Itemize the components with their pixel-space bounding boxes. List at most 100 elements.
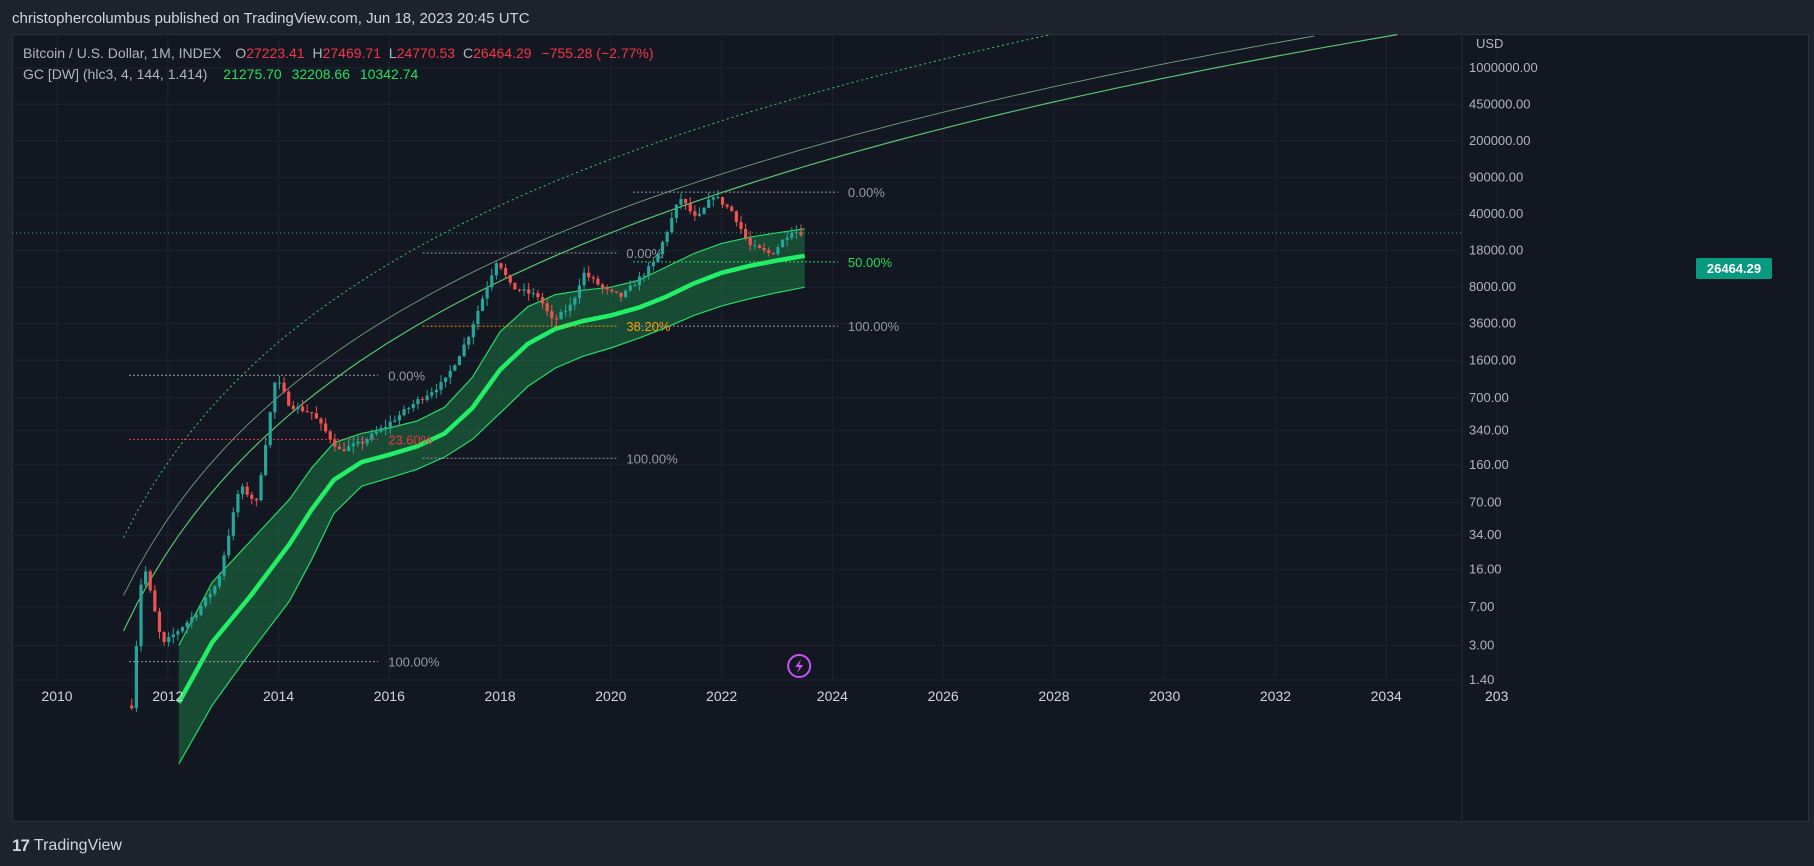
candle-body: [480, 298, 485, 311]
price-tick-label: 200000.00: [1469, 133, 1530, 148]
candle-body: [554, 318, 558, 320]
candle-body: [799, 232, 803, 236]
candle-body: [254, 498, 258, 501]
candle-body: [550, 311, 554, 319]
candle-body: [628, 285, 632, 291]
candle-body: [448, 370, 452, 378]
chart-frame[interactable]: [12, 34, 1809, 822]
candle-body: [388, 421, 392, 427]
candle-body: [240, 486, 245, 495]
candle-body: [790, 233, 794, 238]
candle-body: [319, 418, 323, 424]
candle-body: [291, 405, 295, 410]
fib-level-label: 0.00%: [388, 368, 425, 383]
candle-body: [665, 232, 669, 243]
high-value: 27469.71: [322, 45, 382, 61]
candle-body: [637, 276, 642, 286]
candle-body: [213, 586, 217, 594]
candle-body: [277, 382, 282, 384]
candle-body: [393, 420, 397, 422]
candle-body: [499, 263, 503, 269]
candle-body: [453, 365, 457, 371]
time-tick-label: 2010: [41, 688, 72, 704]
candle-body: [734, 211, 738, 222]
indicator-name: GC [DW] (hlc3, 4, 144, 1.414): [23, 66, 208, 82]
tradingview-logo-icon: 17: [12, 836, 30, 855]
tradingview-footer[interactable]: 17 TradingView: [12, 836, 122, 856]
candle-body: [776, 247, 780, 255]
candle-body: [333, 439, 337, 447]
fib-level-label: 0.00%: [626, 246, 663, 261]
candle-body: [697, 213, 702, 216]
candle-body: [162, 632, 166, 643]
time-tick-label: 2032: [1260, 688, 1291, 704]
price-tick-label: 70.00: [1469, 494, 1502, 509]
candle-body: [185, 622, 189, 628]
candle-body: [591, 277, 595, 279]
time-tick-label: 2022: [706, 688, 737, 704]
candle-body: [582, 272, 586, 286]
indicator-legend: GC [DW] (hlc3, 4, 144, 1.414) 21275.70 3…: [23, 66, 418, 82]
price-tick-label: 1000000.00: [1469, 60, 1538, 75]
candle-body: [268, 412, 272, 446]
price-tick-label: 16.00: [1469, 561, 1502, 576]
candle-body: [656, 254, 660, 263]
low-key: L: [388, 45, 397, 61]
candle-body: [148, 571, 152, 591]
candle-body: [605, 287, 609, 290]
candle-body: [370, 433, 374, 440]
candle-body: [139, 584, 143, 647]
chart-overlays: [12, 232, 1462, 678]
candle-body: [494, 263, 498, 276]
close-value: 26464.29: [473, 45, 532, 61]
candlestick-series: [130, 189, 803, 712]
candle-body: [517, 289, 522, 291]
fib-level-label: 100.00%: [626, 451, 678, 466]
candle-body: [577, 285, 582, 298]
fib-level-label: 100.00%: [388, 655, 440, 670]
candle-body: [379, 427, 383, 432]
indicator-value-1: 21275.70: [223, 66, 282, 82]
gc-upper-line: [178, 228, 805, 646]
candle-body: [610, 289, 614, 292]
candle-body: [513, 282, 517, 290]
candle-body: [397, 415, 402, 421]
candle-body: [144, 571, 148, 585]
candle-body: [744, 228, 748, 239]
candle-body: [416, 399, 420, 405]
candle-body: [208, 593, 212, 598]
price-tick-label: 34.00: [1469, 527, 1502, 542]
candle-body: [522, 289, 526, 291]
publish-header: christophercolumbus published on Trading…: [12, 10, 530, 27]
candle-body: [130, 705, 134, 709]
inner-arc-thin: [123, 35, 1315, 596]
fib-level-label: 50.00%: [848, 255, 893, 270]
candle-body: [471, 324, 475, 338]
candle-body: [771, 253, 775, 255]
high-key: H: [312, 45, 323, 61]
candle-body: [573, 297, 577, 305]
candle-body: [716, 197, 720, 199]
symbol-name: Bitcoin / U.S. Dollar, 1M, INDEX: [23, 45, 222, 61]
candle-body: [767, 250, 771, 254]
time-tick-label: 2014: [263, 688, 294, 704]
candle-body: [190, 617, 194, 623]
candle-body: [194, 615, 198, 618]
candle-body: [531, 293, 535, 295]
candle-body: [568, 304, 572, 312]
candle-body: [647, 266, 651, 276]
candle-body: [596, 278, 600, 285]
candle-body: [222, 555, 226, 576]
price-tick-label: 90000.00: [1469, 169, 1523, 184]
candle-body: [476, 310, 480, 325]
candle-body: [347, 446, 351, 451]
price-tick-label: 40000.00: [1469, 206, 1523, 221]
candle-body: [342, 449, 346, 451]
chart-canvas[interactable]: 0.00% 23.60% 100.00% 0.00% 38.20% 100.00% 0.00…: [12, 34, 1809, 822]
candle-body: [600, 284, 605, 288]
price-tick-label: 450000.00: [1469, 96, 1530, 111]
candle-body: [407, 408, 411, 410]
candle-body: [780, 239, 785, 248]
candle-body: [508, 275, 512, 283]
candle-body: [236, 494, 240, 513]
